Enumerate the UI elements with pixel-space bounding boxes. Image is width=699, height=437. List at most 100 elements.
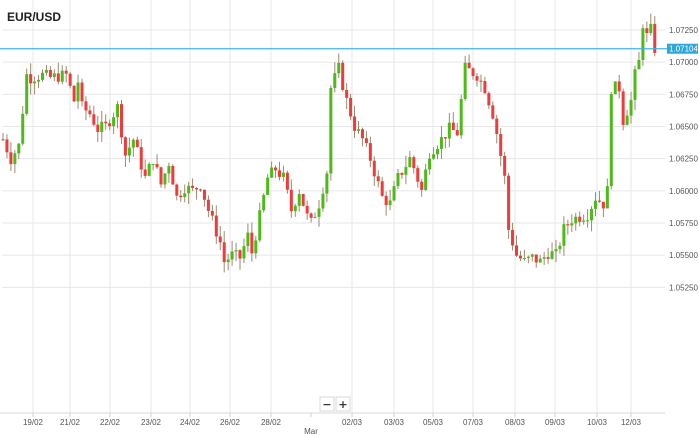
candle [274, 165, 278, 178]
candle-body [250, 232, 254, 254]
candle [131, 138, 135, 157]
candle-body [451, 122, 455, 131]
chart-title: EUR/USD [7, 10, 61, 24]
candle-body [206, 199, 210, 211]
candle-body [25, 74, 29, 114]
candle-body [187, 185, 191, 194]
zoom-in-button[interactable]: + [335, 396, 351, 412]
candle [594, 192, 597, 217]
candle [621, 88, 625, 131]
candle [222, 231, 226, 273]
candle [368, 136, 372, 168]
candle-body [586, 220, 590, 222]
zoom-controls: − + [319, 396, 351, 412]
candle [238, 249, 242, 270]
candle [491, 101, 495, 120]
candle-body [84, 101, 88, 111]
candle-body [337, 62, 341, 74]
candle [218, 225, 222, 251]
candle [120, 99, 123, 145]
candle [250, 222, 254, 262]
candle-body [5, 139, 9, 153]
candle [242, 238, 246, 264]
candle-body [613, 81, 617, 95]
candle [135, 136, 139, 148]
candle-body [629, 99, 633, 116]
candle-body [550, 251, 554, 259]
candle [278, 161, 281, 181]
candle-body [522, 257, 526, 259]
candle [293, 203, 297, 217]
candle-body [123, 137, 127, 156]
candle-body [305, 205, 309, 214]
candle-body [518, 255, 522, 259]
candle [412, 155, 416, 174]
candle-body [360, 129, 364, 139]
candle-body [542, 257, 546, 259]
x-tick-label: 26/02 [220, 418, 241, 427]
x-tick-label: 10/03 [587, 418, 608, 427]
candle [364, 131, 368, 147]
candle [167, 162, 171, 183]
candle-body [226, 259, 230, 263]
candle-body [159, 167, 163, 185]
candle-body [214, 215, 218, 237]
candle-body [349, 97, 353, 117]
candle-body [412, 157, 416, 169]
candle-body [60, 70, 64, 82]
candle-body [64, 70, 68, 74]
candle [396, 168, 400, 190]
candle [116, 101, 120, 129]
candle-body [578, 216, 582, 222]
candle-body [44, 70, 48, 73]
candle-body [254, 240, 258, 254]
candle [392, 181, 396, 202]
x-tick-label: 19/02 [23, 418, 44, 427]
candle [515, 235, 518, 257]
candle [404, 155, 408, 185]
candle-body [424, 169, 428, 190]
candle [80, 78, 84, 107]
candle [420, 179, 424, 197]
candle [522, 249, 526, 261]
candle [463, 55, 467, 101]
candle [546, 248, 550, 264]
candle-body [609, 94, 613, 187]
candle-body [274, 167, 278, 171]
candle [202, 189, 206, 207]
candle-body [455, 130, 459, 136]
candle-body [92, 114, 96, 125]
candle [191, 178, 195, 192]
candle [72, 84, 76, 102]
y-tick-label: 1.06250 [669, 155, 698, 164]
candle [68, 72, 72, 89]
candles [1, 13, 657, 273]
candle-body [416, 168, 420, 182]
candle-body [637, 59, 641, 70]
candle [372, 156, 376, 186]
grid [0, 0, 665, 417]
candle [530, 253, 534, 262]
candle-body [246, 232, 250, 247]
candle-body [562, 224, 566, 246]
candle [479, 74, 483, 92]
candle [534, 254, 538, 268]
candle-body [195, 188, 199, 190]
candle-body [471, 68, 475, 77]
x-tick-label: 24/02 [180, 418, 201, 427]
candle [285, 170, 289, 194]
candle [48, 66, 52, 79]
candle-body [127, 147, 131, 156]
candle [542, 252, 546, 266]
x-tick-label: 23/02 [141, 418, 162, 427]
candle-body [321, 193, 325, 209]
candle [586, 209, 590, 228]
candle [633, 65, 637, 111]
candle-body [376, 176, 380, 182]
zoom-out-button[interactable]: − [319, 396, 335, 412]
candle [597, 190, 601, 203]
candle [341, 60, 345, 92]
x-tick-label: 05/03 [423, 418, 444, 427]
candle [60, 65, 64, 85]
candle-body [487, 93, 491, 106]
